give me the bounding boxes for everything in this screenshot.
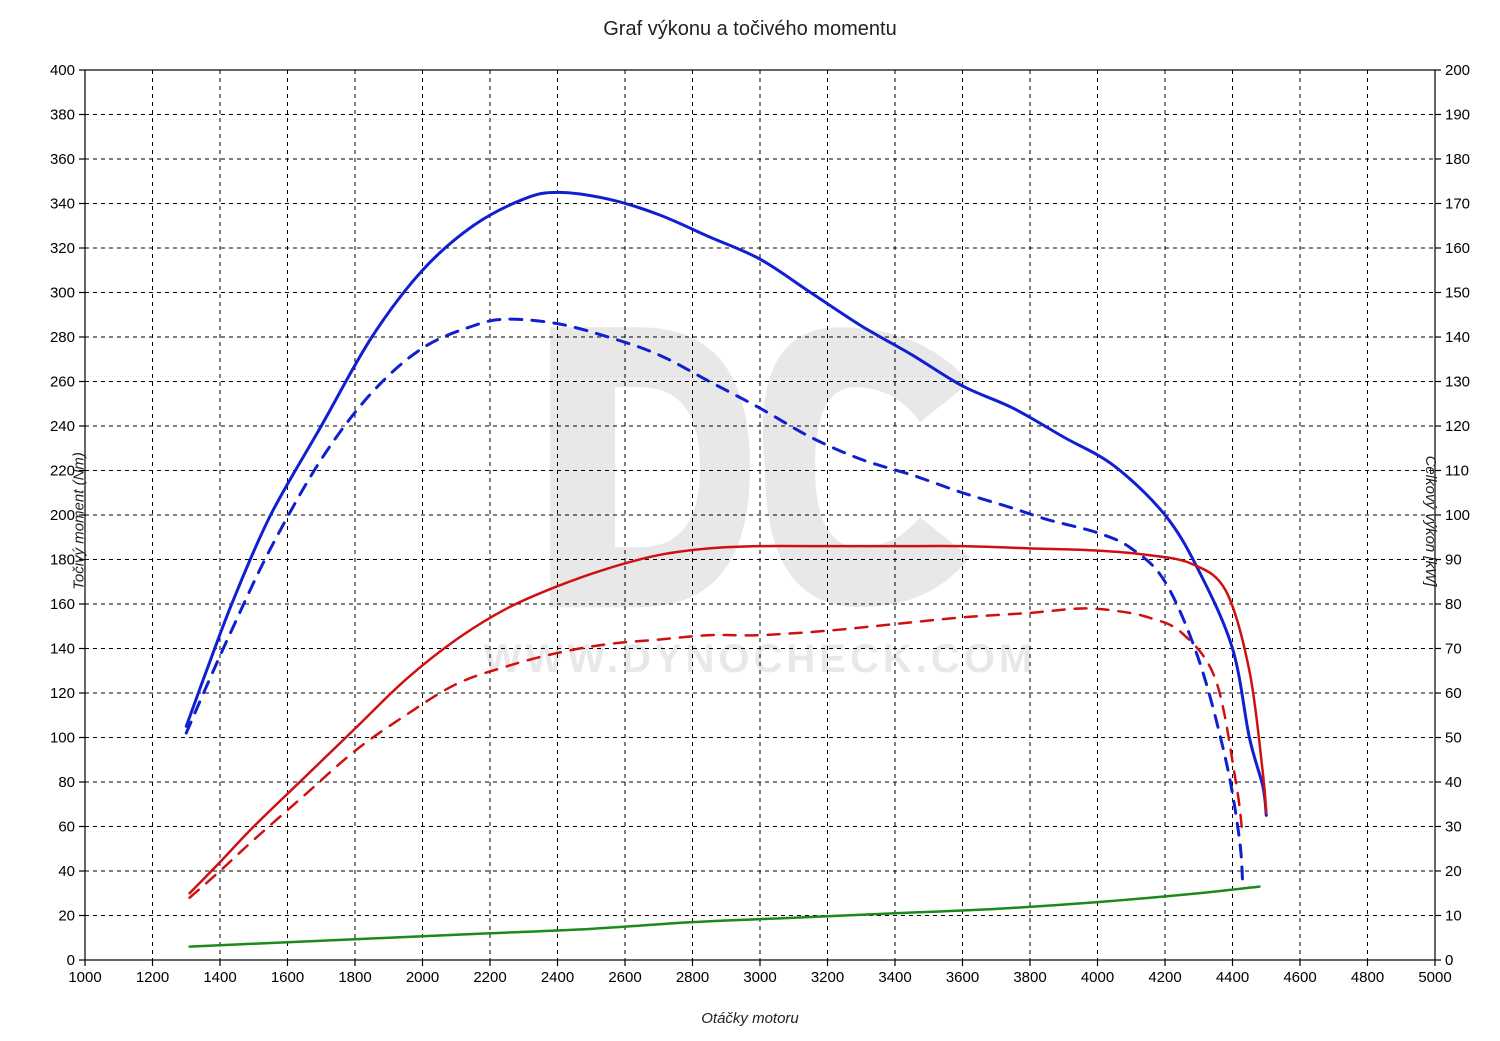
chart-title: Graf výkonu a točivého momentu: [0, 18, 1500, 41]
tick-label-left: 100: [50, 730, 75, 747]
y-axis-left-label: Točivý moment (Nm): [70, 452, 87, 590]
tick-label-right: 140: [1445, 329, 1470, 346]
tick-label-right: 150: [1445, 285, 1470, 302]
tick-label-right: 70: [1445, 641, 1462, 658]
tick-label-x: 1600: [271, 969, 304, 986]
tick-label-left: 280: [50, 329, 75, 346]
tick-label-x: 3000: [743, 969, 776, 986]
y-axis-right-label: Celkový výkon [kW]: [1422, 455, 1439, 586]
tick-label-x: 3400: [878, 969, 911, 986]
tick-label-x: 5000: [1418, 969, 1451, 986]
tick-label-x: 3600: [946, 969, 979, 986]
watermark-c: [763, 327, 970, 607]
tick-label-x: 4800: [1351, 969, 1384, 986]
tick-label-x: 1000: [68, 969, 101, 986]
tick-label-right: 190: [1445, 107, 1470, 124]
tick-label-left: 0: [67, 952, 75, 969]
tick-label-x: 4000: [1081, 969, 1114, 986]
tick-label-x: 2600: [608, 969, 641, 986]
tick-label-right: 10: [1445, 908, 1462, 925]
series-power_tuned: [190, 546, 1267, 893]
tick-label-x: 1800: [338, 969, 371, 986]
tick-label-right: 120: [1445, 418, 1470, 435]
tick-label-x: 4400: [1216, 969, 1249, 986]
tick-label-right: 180: [1445, 151, 1470, 168]
chart-svg: WWW.DYNOCHECK.COM02040608010012014016018…: [0, 0, 1500, 1041]
tick-label-right: 20: [1445, 863, 1462, 880]
series-loss_power: [190, 887, 1260, 947]
tick-label-left: 40: [58, 863, 75, 880]
tick-label-right: 60: [1445, 685, 1462, 702]
tick-label-right: 30: [1445, 819, 1462, 836]
tick-label-right: 100: [1445, 507, 1470, 524]
tick-label-x: 2800: [676, 969, 709, 986]
tick-label-right: 50: [1445, 730, 1462, 747]
tick-label-right: 90: [1445, 552, 1462, 569]
tick-label-right: 40: [1445, 774, 1462, 791]
tick-label-left: 260: [50, 374, 75, 391]
tick-label-x: 3800: [1013, 969, 1046, 986]
tick-label-x: 2400: [541, 969, 574, 986]
tick-label-right: 0: [1445, 952, 1453, 969]
watermark-d-cut: [615, 387, 700, 547]
tick-label-left: 140: [50, 641, 75, 658]
tick-label-x: 3200: [811, 969, 844, 986]
tick-label-left: 300: [50, 285, 75, 302]
x-axis-label: Otáčky motoru: [0, 1010, 1500, 1027]
tick-label-x: 4600: [1283, 969, 1316, 986]
tick-label-left: 380: [50, 107, 75, 124]
chart-container: { "title": "Graf výkonu a točivého momen…: [0, 0, 1500, 1041]
tick-label-right: 170: [1445, 196, 1470, 213]
watermark-url: WWW.DYNOCHECK.COM: [484, 637, 1036, 681]
tick-label-left: 160: [50, 596, 75, 613]
tick-label-left: 360: [50, 151, 75, 168]
tick-label-right: 80: [1445, 596, 1462, 613]
tick-label-x: 2200: [473, 969, 506, 986]
tick-label-right: 110: [1445, 463, 1469, 480]
tick-label-right: 200: [1445, 62, 1470, 79]
tick-label-left: 20: [58, 908, 75, 925]
tick-label-left: 340: [50, 196, 75, 213]
tick-label-left: 80: [58, 774, 75, 791]
tick-label-x: 1200: [136, 969, 169, 986]
tick-label-x: 2000: [406, 969, 439, 986]
tick-label-left: 120: [50, 685, 75, 702]
tick-label-left: 60: [58, 819, 75, 836]
tick-label-left: 400: [50, 62, 75, 79]
tick-label-left: 240: [50, 418, 75, 435]
tick-label-x: 1400: [203, 969, 236, 986]
tick-label-right: 130: [1445, 374, 1470, 391]
tick-label-left: 320: [50, 240, 75, 257]
tick-label-right: 160: [1445, 240, 1470, 257]
tick-label-x: 4200: [1148, 969, 1181, 986]
